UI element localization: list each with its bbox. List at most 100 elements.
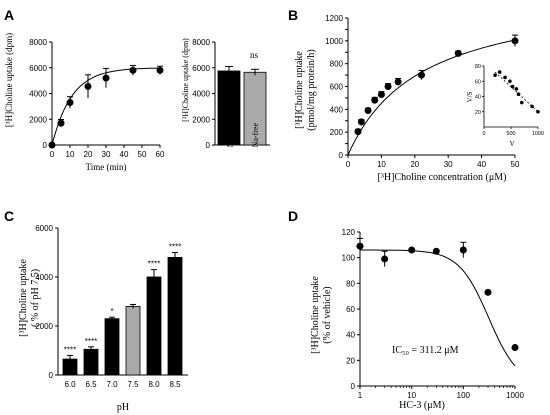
panel-label-d: D [288,208,298,224]
inset-x-tick-label: 0 [482,131,485,137]
x-tick-label: 6.0 [64,380,76,389]
chart-panel-a-time-course: 0 2000 4000 6000 8000 0 10 20 30 40 50 60 [29,38,165,159]
b-inset-y-label: V/S [466,91,474,102]
significance-marker: **** [64,345,76,354]
significance-marker: **** [169,243,181,252]
y-tick-label: 20 [346,356,355,365]
data-point [511,344,519,351]
data-point [354,128,362,136]
x-tick-label: 0 [346,160,351,169]
x-tick-label: 0 [50,150,55,159]
data-point [371,96,379,104]
data-point [364,106,372,114]
y-tick-label: 2000 [192,115,210,124]
y-tick-label: 0 [339,151,344,160]
y-tick-label: 800 [330,60,344,69]
b-inset-x-label: V [509,140,514,148]
panel-label-a: A [4,7,14,23]
x-tick-label: 1 [358,391,363,400]
data-point [484,288,492,296]
b-y-axis-label-line2: (pmol/mg protein/h) [306,49,317,130]
data-point [356,242,364,250]
y-tick-label: 0 [351,382,356,391]
x-tick-label: 40 [477,160,486,169]
inset-data-point [510,84,515,89]
x-tick-label: 10 [66,150,75,159]
inset-data-point [508,79,512,84]
y-tick-label: 6000 [29,64,47,73]
data-point [381,255,389,263]
y-tick-label: 1200 [325,14,343,23]
x-tick-label: 50 [138,150,147,159]
c-y-axis-label-line1: [³H]Choline uptake [18,259,29,337]
panel-label-c: C [4,208,14,224]
b-x-axis-label: [³H]Choline concentration (μM) [378,172,507,183]
y-tick-label: 0 [49,371,54,380]
x-tick-label: 30 [444,160,453,169]
data-point [384,83,392,90]
x-tick-label: 8.0 [148,380,160,389]
x-tick-label: 100 [457,391,471,400]
inset-y-tick-label: 60 [475,79,481,85]
data-point [408,246,416,254]
x-tick-label: 50 [511,160,520,169]
x-tick-label: 30 [102,150,111,159]
x-tick-label: 8.5 [169,380,181,389]
x-tick-label: 20 [410,160,419,169]
y-tick-label: 120 [342,228,356,237]
panel-label-b: B [288,7,298,23]
c-y-axis-label-line2: ( % of pH 7.5) [30,269,41,327]
chart-panel-b-inset: 20 40 60 80 0 500 1000 [475,64,544,137]
x-tick-label: 7.0 [106,380,118,389]
inset-y-tick-label: 20 [475,110,481,116]
inset-data-point [493,73,497,77]
data-point [57,119,65,127]
significance-marker: **** [85,337,97,346]
y-tick-label: 4000 [35,273,53,282]
y-tick-label: 0 [43,141,48,150]
y-tick-label: 8000 [192,38,210,47]
a-y-axis-label: [³H]Choline uptake (dpm) [4,33,14,127]
x-tick-label: 1000 [506,391,524,400]
x-tick-label: 10 [407,391,416,400]
data-point [156,66,164,74]
significance-marker: **** [148,260,160,269]
bar [83,348,99,376]
data-point [432,247,440,255]
y-tick-label: 2000 [35,322,53,331]
data-point [357,118,365,126]
a2-category-normal: Normal [226,122,235,147]
d-x-axis-label: HC-3 (μM) [399,400,445,411]
y-tick-label: 2000 [29,115,47,124]
y-tick-label: 100 [342,254,356,263]
data-point [48,141,56,149]
bar [104,318,120,376]
data-point [394,78,402,86]
inset-y-tick-label: 40 [475,95,481,101]
inset-y-tick-label: 80 [475,64,481,70]
data-point [129,66,137,74]
inset-data-point [503,75,507,80]
data-point [511,37,519,45]
x-tick-label: 7.5 [127,380,139,389]
x-tick-label: 40 [120,150,129,159]
inset-data-point [516,92,521,97]
significance-marker: * [110,307,113,316]
inset-data-point [530,104,534,109]
data-point [417,71,425,79]
y-tick-label: 60 [346,305,355,314]
c-x-axis-label: pH [117,402,129,413]
inset-x-tick-label: 500 [506,131,515,137]
a2-y-axis-label: [³H]Choline uptake (dpm) [181,38,190,122]
y-tick-label: 40 [346,331,355,340]
y-tick-label: 200 [330,128,344,137]
b-y-axis-label-line1: [³H]Choline uptake [294,51,305,129]
y-tick-label: 6000 [35,224,53,233]
bar [167,256,183,376]
data-point [66,99,74,107]
inset-data-point [497,70,502,74]
y-tick-label: 80 [346,279,355,288]
y-tick-label: 1000 [325,37,343,46]
